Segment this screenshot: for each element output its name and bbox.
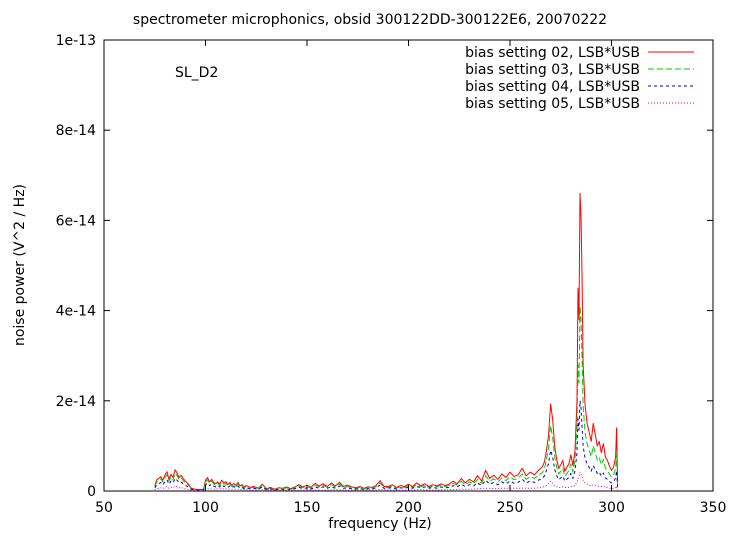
y-tick-label: 1e-13 — [56, 33, 96, 49]
x-tick-label: 300 — [598, 500, 625, 516]
legend-label-3: bias setting 04, LSB*USB — [465, 79, 640, 95]
plot-area: 50 100 150 200 250 300 350 0 2e-14 4e-14 6e-14 8e-1… — [56, 33, 727, 516]
x-tick-label: 50 — [95, 500, 113, 516]
x-tick-label: 350 — [700, 500, 727, 516]
y-tick-label: 6e-14 — [56, 213, 96, 229]
x-tick-label: 150 — [294, 500, 321, 516]
y-tick-label: 2e-14 — [56, 394, 96, 410]
legend-label-1: bias setting 02, LSB*USB — [465, 45, 640, 61]
x-axis-label: frequency (Hz) — [328, 516, 431, 532]
x-tick-label: 100 — [192, 500, 219, 516]
legend-label-4: bias setting 05, LSB*USB — [465, 96, 640, 112]
y-tick-label: 4e-14 — [56, 304, 96, 320]
x-tick-label: 200 — [395, 500, 422, 516]
series-line-3 — [154, 400, 619, 491]
y-tick-label: 8e-14 — [56, 123, 96, 139]
legend-label-2: bias setting 03, LSB*USB — [465, 62, 640, 78]
chart-title: spectrometer microphonics, obsid 300122D… — [133, 12, 607, 28]
y-axis-label: noise power (V^2 / Hz) — [12, 184, 28, 346]
series-line-1 — [154, 192, 619, 491]
y-tick-label: 0 — [87, 484, 96, 500]
chart-annotation: SL_D2 — [175, 65, 218, 81]
series-line-2 — [154, 305, 619, 491]
x-tick-label: 250 — [497, 500, 524, 516]
